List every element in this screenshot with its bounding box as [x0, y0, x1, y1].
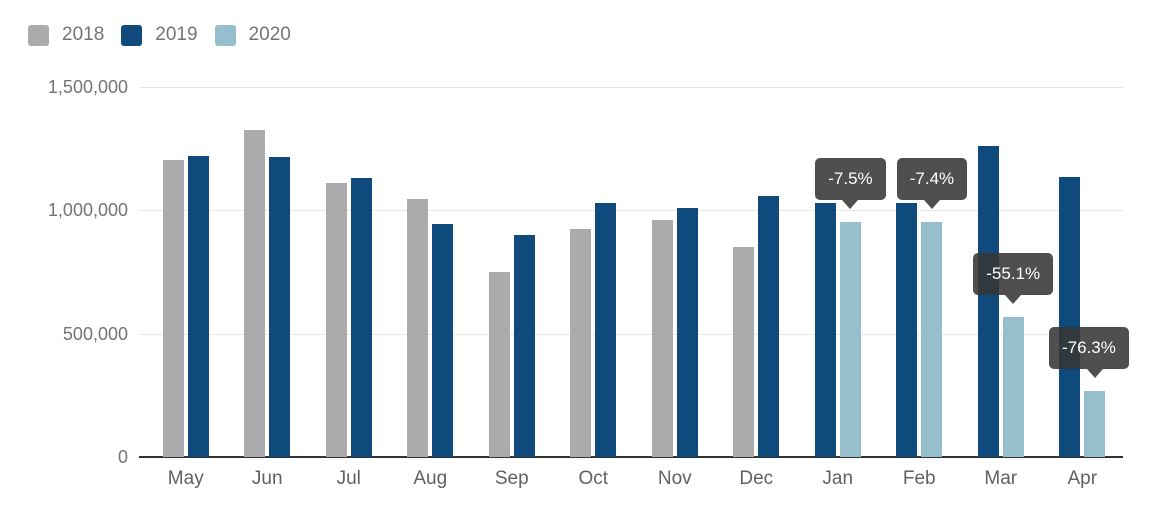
bar-2020-jan[interactable] — [839, 221, 861, 457]
bar-2018-nov[interactable] — [651, 220, 673, 457]
x-axis-label-feb: Feb — [902, 468, 936, 489]
y-tick-label: 1,000,000 — [47, 200, 128, 221]
bar-2019-sep[interactable] — [513, 235, 535, 457]
y-tick-label: 1,500,000 — [47, 77, 128, 97]
category-slot-may: May — [145, 87, 227, 489]
legend-label-2018: 2018 — [62, 24, 105, 45]
bar-2018-oct[interactable] — [570, 228, 592, 457]
bar-2020-mar[interactable] — [1002, 317, 1024, 457]
legend: 2018 2019 2020 — [28, 24, 291, 46]
bar-2018-may[interactable] — [162, 159, 184, 457]
x-axis-label-jun: Jun — [251, 468, 283, 489]
bar-2018-aug[interactable] — [407, 199, 429, 457]
bar-2019-apr[interactable] — [1059, 177, 1081, 457]
bar-2018-sep[interactable] — [488, 272, 510, 457]
x-axis-label-mar: Mar — [984, 468, 1018, 489]
bar-2019-dec[interactable] — [758, 195, 780, 457]
category-slot-jun: Jun — [227, 87, 309, 489]
gridline — [139, 87, 1123, 88]
bar-2019-mar[interactable] — [977, 146, 999, 457]
legend-item-2018: 2018 — [28, 24, 104, 46]
x-axis-label-aug: Aug — [413, 468, 448, 489]
annotation-feb: -7.4% — [896, 157, 968, 200]
bar-2019-aug[interactable] — [432, 223, 454, 457]
annotation-arrow — [1086, 368, 1103, 378]
bar-2019-jun[interactable] — [269, 157, 291, 457]
gridline — [139, 210, 1123, 212]
plot-area: May Jun Jul Aug Sep Oct Nov Dec Jan Feb Mar Apr -7.5… — [139, 87, 1129, 489]
annotation-apr: -76.3% — [1049, 326, 1129, 369]
bar-2018-jul[interactable] — [325, 183, 347, 457]
x-axis-label-jan: Jan — [822, 468, 854, 489]
x-axis-label-apr: Apr — [1067, 468, 1098, 489]
category-slot-aug: Aug — [390, 87, 472, 489]
bar-2019-jan[interactable] — [814, 202, 836, 457]
legend-swatch-2019 — [121, 24, 143, 46]
annotation-mar: -55.1% — [973, 253, 1054, 296]
x-axis-label-jul: Jul — [336, 468, 361, 489]
category-slot-apr: Apr — [1042, 87, 1124, 489]
annotation-arrow — [923, 199, 940, 209]
x-axis-label-nov: Nov — [657, 468, 692, 489]
legend-swatch-2018 — [28, 24, 49, 46]
gridline — [139, 333, 1123, 335]
bar-2020-feb[interactable] — [921, 221, 943, 457]
x-axis-label-oct: Oct — [578, 468, 609, 489]
legend-label-2019: 2019 — [155, 24, 198, 45]
x-axis-line — [139, 456, 1123, 458]
category-slot-feb: Feb — [879, 87, 961, 489]
bar-2019-feb[interactable] — [896, 202, 918, 457]
y-axis: 0 500,000 1,000,000 1,500,000 — [0, 77, 128, 467]
annotation-arrow — [842, 199, 859, 209]
legend-swatch-2020 — [214, 24, 236, 46]
legend-item-2020: 2020 — [214, 24, 291, 46]
bar-2019-may[interactable] — [187, 156, 209, 457]
legend-item-2019: 2019 — [121, 24, 198, 46]
x-axis-label-sep: Sep — [494, 468, 529, 489]
bar-2019-jul[interactable] — [350, 178, 372, 457]
category-slot-oct: Oct — [553, 87, 635, 489]
annotation-jan: -7.5% — [815, 157, 886, 200]
category-slot-mar: Mar — [960, 87, 1042, 489]
annotation-arrow — [1005, 295, 1022, 305]
x-axis-label-dec: Dec — [739, 468, 774, 489]
legend-label-2020: 2020 — [248, 24, 291, 45]
bar-2020-apr[interactable] — [1084, 390, 1106, 457]
y-tick-label: 500,000 — [62, 323, 128, 344]
category-slot-jan: Jan — [797, 87, 879, 489]
bar-2019-nov[interactable] — [676, 207, 698, 457]
category-slot-jul: Jul — [308, 87, 390, 489]
y-tick-label: 0 — [117, 447, 128, 467]
bar-2018-jun[interactable] — [244, 130, 266, 457]
category-slot-nov: Nov — [634, 87, 716, 489]
x-axis-label-may: May — [167, 468, 204, 489]
category-slot-dec: Dec — [716, 87, 798, 489]
category-slot-sep: Sep — [471, 87, 553, 489]
bar-2019-oct[interactable] — [595, 202, 617, 457]
bar-2018-dec[interactable] — [733, 247, 755, 457]
